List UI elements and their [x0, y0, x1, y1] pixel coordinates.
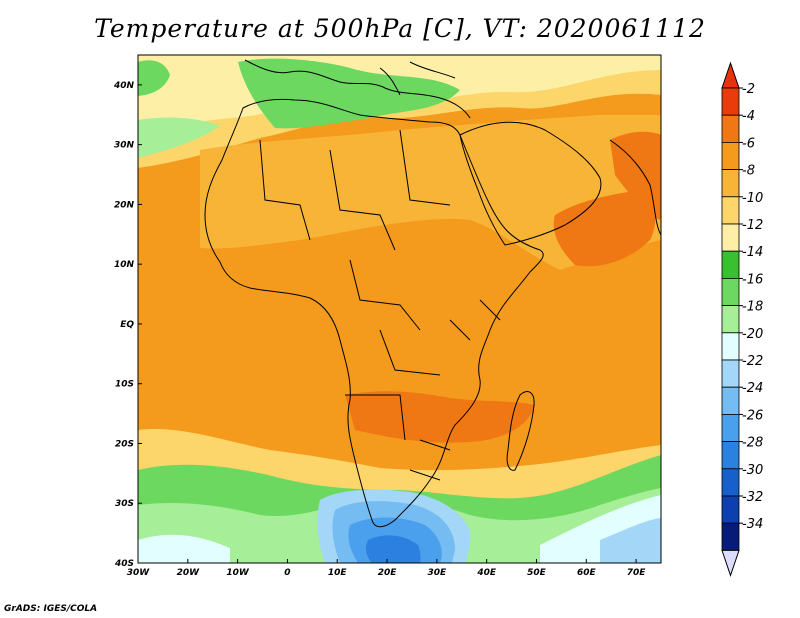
x-tick-label: 30W: [127, 568, 151, 578]
colorbar-label: -24: [742, 381, 763, 396]
colorbar-label: -18: [742, 300, 763, 315]
colorbar-label: -12: [742, 218, 763, 233]
y-axis: 40S 30S 20S 10S EQ 10N 20N 30N 40N: [113, 81, 142, 569]
colorbar-label: -10: [742, 191, 763, 206]
colorbar-label: -2: [742, 82, 755, 97]
x-tick-label: 0: [284, 568, 290, 578]
coastlines: [204, 59, 661, 528]
colorbar-bin: [721, 250, 740, 279]
colorbar-label: -34: [742, 517, 763, 532]
field-cyan-sw: [138, 534, 230, 563]
x-tick-label: 50E: [527, 568, 547, 578]
field-hot-india: [610, 131, 661, 220]
temperature-field: [138, 55, 661, 563]
field-green-atlantic: [138, 117, 220, 158]
colorbar-bin: [721, 277, 740, 306]
india-coastline: [609, 139, 661, 236]
colorbar-under-triangle: [721, 549, 740, 577]
x-tick-label: 60E: [577, 568, 597, 578]
colorbar-over-triangle: [721, 61, 740, 89]
colorbar-bin: [721, 169, 740, 198]
map-title: Temperature at 500hPa [C], VT: 202006111…: [94, 14, 706, 43]
field-hot-southern-africa: [345, 391, 535, 443]
x-tick-label: 20W: [177, 568, 201, 578]
colorbar-label: -26: [742, 408, 763, 423]
x-tick-label: 30E: [428, 568, 448, 578]
colorbar-bin: [721, 468, 740, 497]
x-tick-label: 10W: [226, 568, 250, 578]
colorbar-label: -4: [742, 109, 755, 124]
y-tick-label: 30N: [114, 141, 135, 151]
field-cold-pool-core: [365, 535, 421, 563]
x-axis: 30W 20W 10W 0 10E 20E 30E 40E 50E 60E 70E: [127, 559, 647, 578]
y-tick-label: 10S: [115, 380, 134, 390]
colorbar-bin: [721, 196, 740, 225]
colorbar-label: -32: [742, 490, 763, 505]
colorbar-bin: [721, 87, 740, 116]
colorbar-label: -30: [742, 463, 763, 478]
colorbar-bin: [721, 386, 740, 415]
field-hot-arabian-sea: [553, 190, 656, 267]
colorbar-bin: [721, 441, 740, 470]
y-tick-label: 10N: [114, 260, 135, 270]
colorbar-bin: [721, 223, 740, 252]
africa-coastline: [204, 98, 544, 528]
colorbar-bin: [721, 359, 740, 388]
x-tick-label: 10E: [328, 568, 348, 578]
x-tick-label: 40E: [476, 568, 497, 578]
madagascar-coastline: [506, 391, 535, 471]
y-tick-label: EQ: [120, 320, 134, 330]
arabia-coastline: [459, 121, 602, 246]
country-borders: [259, 129, 501, 481]
colorbar-bin: [721, 141, 740, 170]
y-tick-label: 20S: [115, 439, 134, 449]
colorbar-bin: [721, 114, 740, 143]
colorbar-bin: [721, 332, 740, 361]
colorbar-bin: [721, 305, 740, 334]
colorbar-label: -16: [742, 272, 763, 287]
europe-coastline: [244, 59, 471, 119]
footer-credit: GrADS: IGES/COLA: [4, 604, 98, 614]
colorbar-label: -8: [742, 164, 755, 179]
colorbar-bin: [721, 522, 740, 551]
y-tick-label: 30S: [115, 499, 134, 509]
colorbar: -2 -4 -6 -8 -10 -12 -14 -16 -18 -20 -22 -24 -26 -28 -3…: [721, 61, 763, 577]
colorbar-label: -28: [742, 436, 763, 451]
field-lightblue-se: [600, 518, 661, 563]
colorbar-label: -22: [742, 354, 763, 369]
y-tick-label: 40S: [114, 559, 134, 569]
field-light-orange-north: [200, 115, 661, 270]
colorbar-bin: [721, 413, 740, 442]
field-green-west: [138, 60, 170, 96]
colorbar-label: -6: [742, 136, 755, 151]
colorbar-label: -14: [742, 245, 763, 260]
plot-frame: [137, 54, 662, 564]
y-tick-label: 20N: [114, 200, 135, 210]
field-green-mediterranean: [238, 58, 460, 129]
colorbar-bin: [721, 495, 740, 524]
colorbar-label: -20: [742, 327, 763, 342]
x-tick-label: 70E: [627, 568, 647, 578]
x-tick-label: 20E: [378, 568, 398, 578]
y-tick-label: 40N: [113, 81, 135, 91]
